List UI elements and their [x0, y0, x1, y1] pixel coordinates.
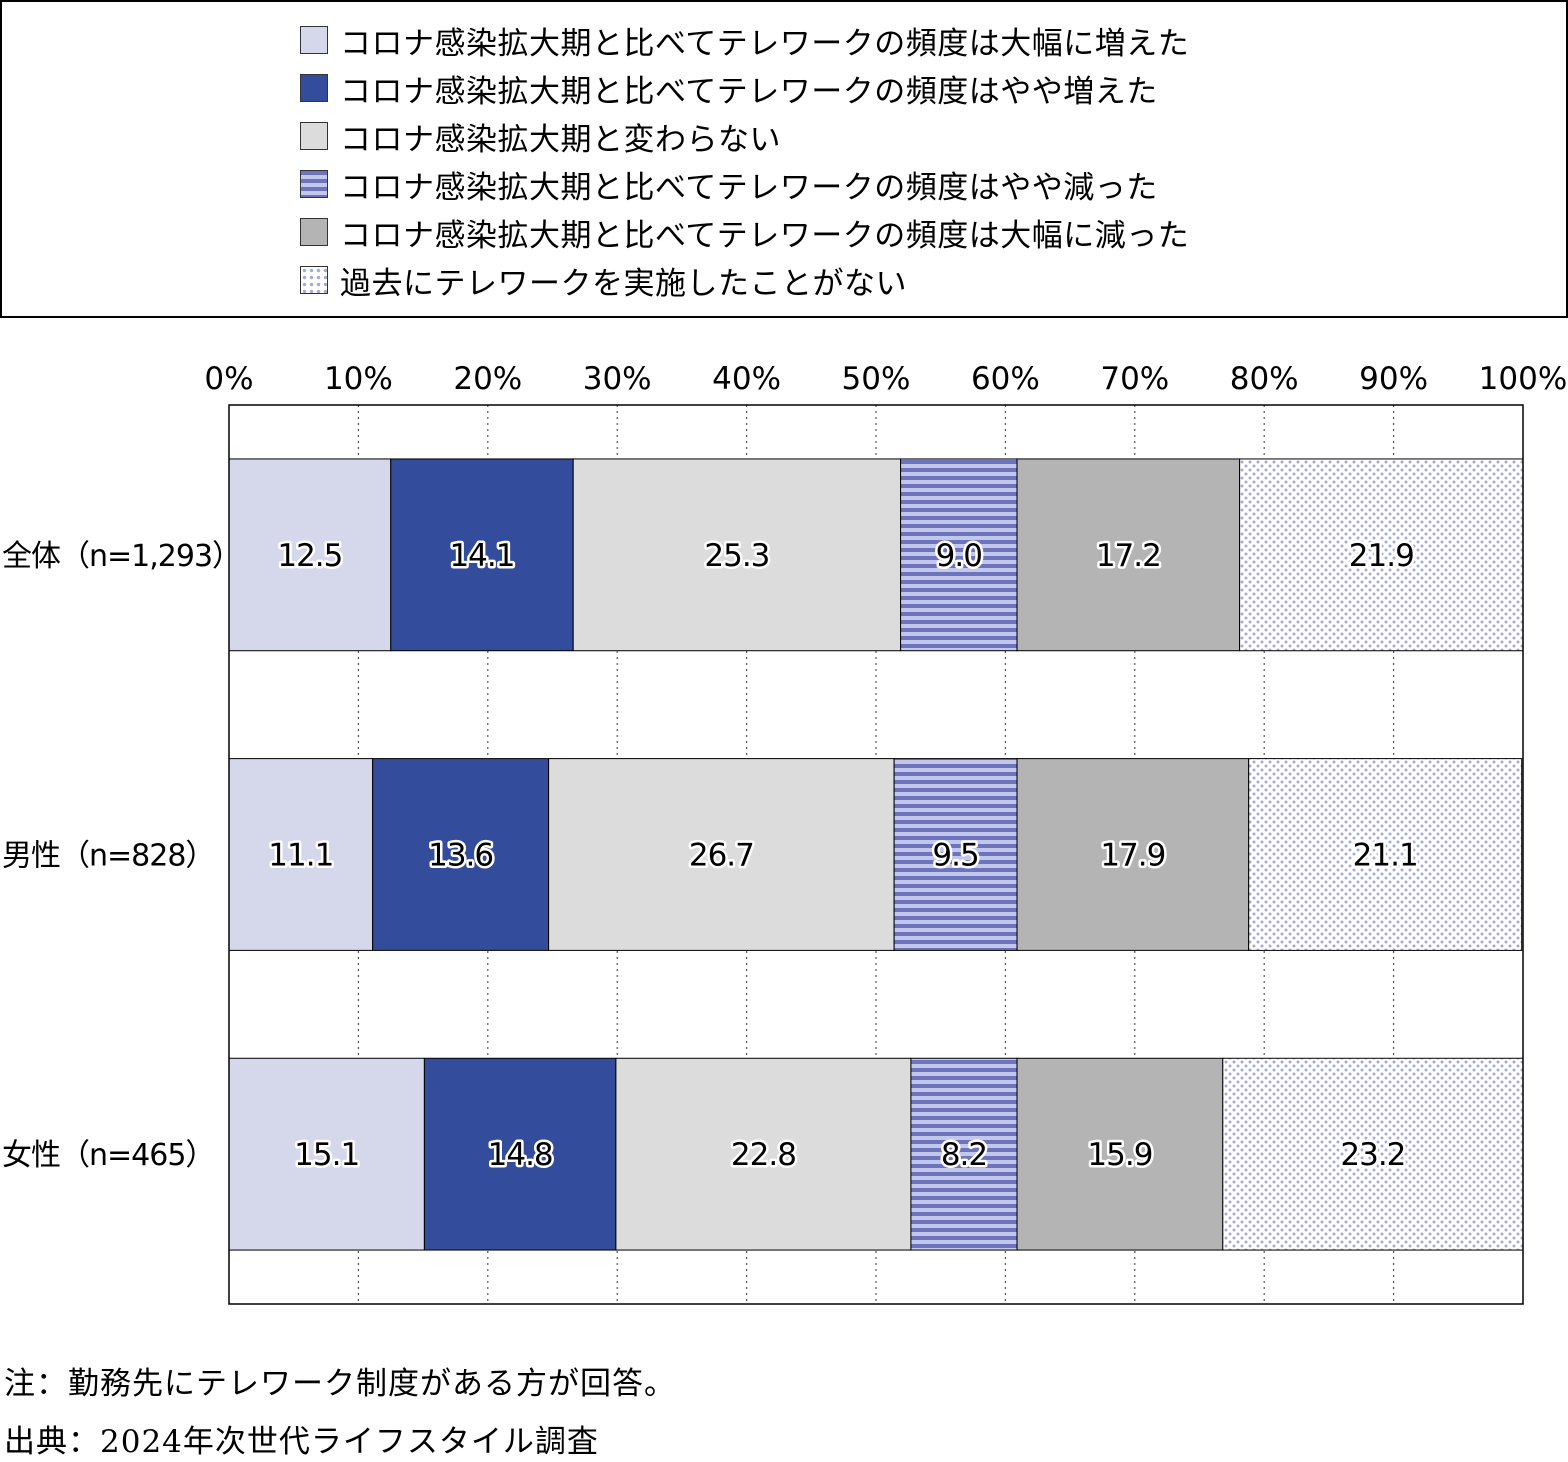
x-tick-label: 30% — [583, 361, 652, 397]
data-label: 12.5 — [277, 538, 342, 574]
legend-label: コロナ感染拡大期と比べてテレワークの頻度は大幅に減った — [340, 217, 1190, 254]
legend-item: 過去にテレワークを実施したことがない — [300, 260, 907, 302]
legend-label: コロナ感染拡大期と比べてテレワークの頻度は大幅に増えた — [340, 25, 1190, 62]
bar-segment — [423, 1057, 617, 1251]
bar-segment — [1222, 1057, 1524, 1251]
x-tick-label: 90% — [1359, 361, 1428, 397]
data-label: 8.2 — [941, 1137, 987, 1173]
legend-item: コロナ感染拡大期と比べてテレワークの頻度はやや減った — [300, 164, 1158, 206]
data-label: 21.1 — [1353, 838, 1418, 874]
bar-segment — [572, 458, 902, 652]
x-tick-label: 60% — [971, 361, 1040, 397]
legend-item: コロナ感染拡大期と変わらない — [300, 116, 781, 158]
data-label: 17.2 — [1096, 538, 1161, 574]
legend-item: コロナ感染拡大期と比べてテレワークの頻度は大幅に減った — [300, 212, 1190, 254]
bar-segment — [548, 758, 895, 951]
bar-segment — [228, 458, 392, 652]
legend-item: コロナ感染拡大期と比べてテレワークの頻度は大幅に増えた — [300, 20, 1190, 62]
x-tick-label: 10% — [324, 361, 393, 397]
x-tick-label: 40% — [712, 361, 781, 397]
bar-segment — [615, 1057, 912, 1251]
legend-swatch — [300, 218, 328, 246]
category-label: 女性（n=465） — [2, 1138, 214, 1173]
legend-label: コロナ感染拡大期と変わらない — [340, 121, 781, 158]
data-label: 25.3 — [704, 538, 769, 574]
data-label: 15.9 — [1087, 1137, 1152, 1173]
category-label: 男性（n=828） — [2, 839, 214, 874]
legend-item: コロナ感染拡大期と比べてテレワークの頻度はやや増えた — [300, 68, 1158, 110]
data-label: 26.7 — [689, 838, 754, 874]
source-text: 出典：2024年次世代ライフスタイル調査 — [4, 1424, 599, 1460]
data-label: 15.1 — [294, 1137, 359, 1173]
data-label: 14.1 — [449, 538, 514, 574]
x-tick-label: 70% — [1100, 361, 1169, 397]
legend-swatch — [300, 122, 328, 150]
data-label: 14.8 — [488, 1137, 553, 1173]
bar-segment — [910, 1057, 1018, 1251]
bar-segment — [228, 758, 374, 951]
note-text: 注：勤務先にテレワーク制度がある方が回答。 — [4, 1366, 676, 1402]
bar-segment — [893, 758, 1018, 951]
legend-swatch — [300, 74, 328, 102]
data-label: 13.6 — [428, 838, 493, 874]
data-label: 11.1 — [268, 838, 333, 874]
bar-segment — [228, 1057, 425, 1251]
x-tick-label: 100% — [1479, 361, 1568, 397]
bar-segment — [1016, 458, 1241, 652]
legend-swatch — [300, 26, 328, 54]
legend: コロナ感染拡大期と比べてテレワークの頻度は大幅に増えた コロナ感染拡大期と比べてテ… — [0, 0, 1568, 318]
plot-frame — [228, 404, 1524, 1305]
data-label: 17.9 — [1100, 838, 1165, 874]
x-tick-label: 50% — [842, 361, 911, 397]
bar-segment — [900, 458, 1018, 652]
bar-segment — [1239, 458, 1524, 652]
legend-swatch — [300, 266, 328, 294]
data-label: 9.5 — [932, 838, 978, 874]
legend-swatch — [300, 170, 328, 198]
bar-segment — [1016, 1057, 1224, 1251]
legend-label: コロナ感染拡大期と比べてテレワークの頻度はやや増えた — [340, 73, 1158, 110]
bar-segment — [390, 458, 574, 652]
data-label: 21.9 — [1349, 538, 1414, 574]
data-label: 23.2 — [1340, 1137, 1405, 1173]
bar-segment — [1248, 758, 1523, 951]
x-tick-label: 80% — [1230, 361, 1299, 397]
legend-label: 過去にテレワークを実施したことがない — [340, 265, 907, 302]
bar-segment — [372, 758, 550, 951]
x-tick-label: 20% — [453, 361, 522, 397]
legend-label: コロナ感染拡大期と比べてテレワークの頻度はやや減った — [340, 169, 1158, 206]
data-label: 9.0 — [936, 538, 982, 574]
data-label: 22.8 — [731, 1137, 796, 1173]
chart-plot: 12.5 14.1 25.3 9.0 17.2 21.9 11.1 13.6 26.7 9.5 17… — [2, 361, 1568, 1305]
category-label: 全体（n=1,293） — [2, 539, 241, 574]
x-tick-label: 0% — [204, 361, 253, 397]
